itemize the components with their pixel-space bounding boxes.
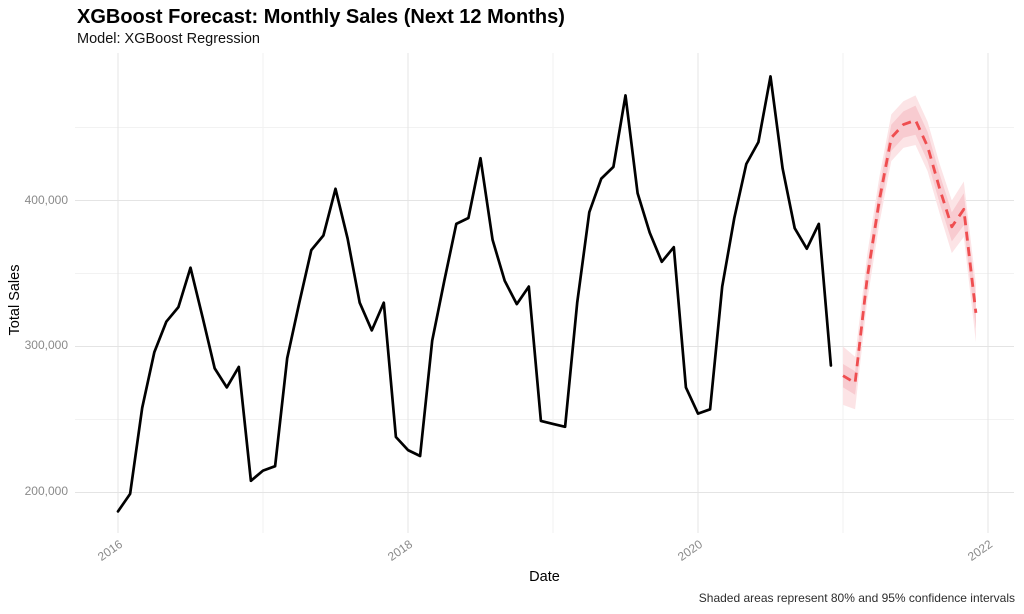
chart-title: XGBoost Forecast: Monthly Sales (Next 12…	[77, 6, 565, 28]
y-tick-label: 200,000	[24, 484, 68, 499]
y-axis-title: Total Sales	[7, 264, 23, 336]
historical-series-line	[116, 75, 833, 513]
caption: Shaded areas represent 80% and 95% confi…	[698, 591, 1015, 605]
y-tick-label: 300,000	[24, 338, 68, 353]
confidence-band-95	[843, 95, 976, 410]
x-axis-title: Date	[529, 569, 560, 585]
y-tick-label: 400,000	[24, 192, 68, 207]
chart-subtitle: Model: XGBoost Regression	[77, 31, 260, 47]
forecast-series-line	[842, 118, 978, 385]
confidence-band-80	[843, 105, 976, 395]
